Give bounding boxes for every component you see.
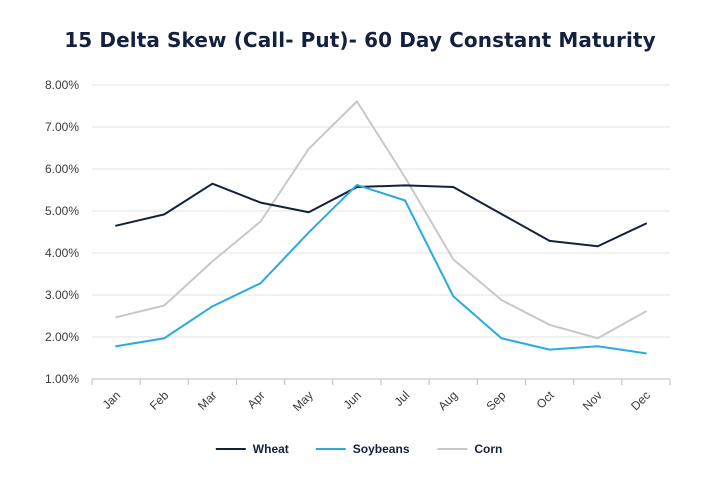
series-lines — [115, 100, 647, 355]
x-tick-label: Feb — [147, 388, 172, 413]
y-tick-label: 1.00% — [45, 372, 79, 386]
legend: Wheat Soybeans Corn — [215, 442, 502, 456]
legend-label-wheat: Wheat — [253, 442, 289, 456]
y-tick-label: 2.00% — [45, 330, 79, 344]
x-tick-label: Apr — [245, 388, 268, 411]
x-tick-label: Sep — [484, 388, 509, 413]
y-tick-label: 4.00% — [45, 246, 79, 260]
x-tick-label: Dec — [628, 388, 653, 413]
x-tick-label: Jun — [340, 388, 364, 412]
series-line-wheat — [115, 182, 647, 248]
y-tick-label: 3.00% — [45, 288, 79, 302]
y-tick-label: 7.00% — [45, 120, 79, 134]
x-tick-label: Oct — [534, 388, 558, 412]
y-tick-label: 8.00% — [45, 78, 79, 92]
x-tick-label: Jan — [100, 388, 124, 412]
legend-label-corn: Corn — [474, 442, 502, 456]
x-tick-label: Nov — [580, 388, 605, 413]
chart-title: 15 Delta Skew (Call- Put)- 60 Day Consta… — [64, 28, 656, 52]
series-line-soybeans — [115, 183, 647, 355]
x-tick-label: May — [290, 388, 316, 414]
x-tick-label: Jul — [391, 388, 412, 409]
axes: 1.00% 2.00% 3.00% 4.00% 5.00% 6.00% 7.00% 8.00%… — [45, 78, 671, 414]
y-tick-label: 5.00% — [45, 204, 79, 218]
series-line-corn — [115, 100, 647, 340]
y-tick-label: 6.00% — [45, 162, 79, 176]
x-tick-label: Aug — [435, 388, 460, 413]
legend-label-soybeans: Soybeans — [353, 442, 410, 456]
x-tick-label: Mar — [195, 388, 220, 413]
